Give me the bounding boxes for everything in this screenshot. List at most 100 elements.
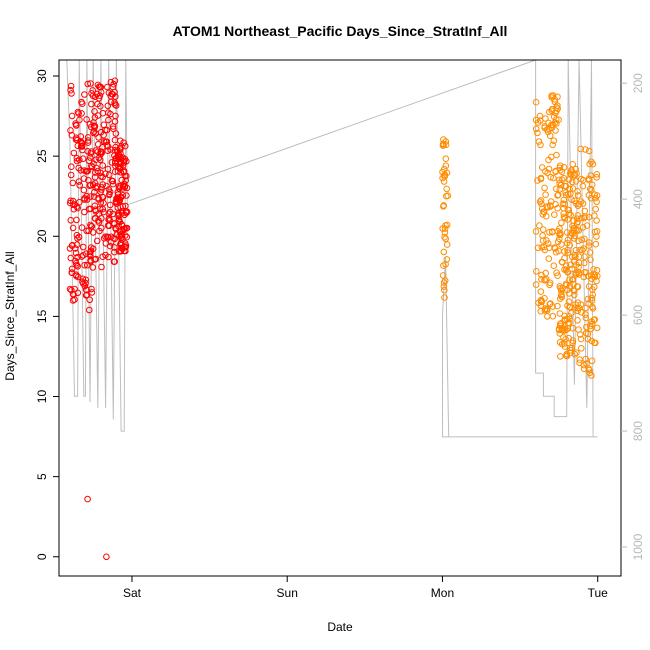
data-point (120, 139, 127, 146)
data-point (562, 336, 569, 343)
data-point (113, 231, 121, 238)
data-point (92, 130, 99, 137)
data-point (579, 176, 587, 184)
data-point (568, 166, 575, 174)
data-point (567, 190, 574, 197)
data-point (575, 271, 583, 278)
data-point (117, 193, 125, 201)
chart-title: ATOM1 Northeast_Pacific Days_Since_Strat… (173, 23, 508, 39)
data-point (566, 315, 573, 323)
data-point (585, 300, 592, 307)
data-point (91, 189, 98, 196)
data-point (440, 202, 447, 210)
data-point (123, 184, 131, 192)
data-point (541, 295, 548, 302)
data-point (569, 276, 576, 284)
data-point (105, 116, 112, 124)
data-point (557, 166, 564, 174)
data-point (578, 214, 585, 222)
data-point (532, 125, 540, 133)
data-point (535, 138, 543, 145)
data-point (543, 275, 550, 283)
data-point (579, 246, 586, 254)
data-point (79, 146, 86, 154)
data-point (111, 248, 118, 256)
data-point (97, 89, 105, 96)
data-point (570, 286, 578, 294)
data-point (119, 183, 127, 190)
plot-frame (58, 59, 622, 577)
data-point (577, 335, 585, 343)
data-point (588, 294, 596, 302)
data-point (68, 265, 76, 273)
data-point (112, 102, 120, 109)
y-tick-label: 25 (35, 149, 49, 163)
data-point (588, 272, 595, 279)
data-point (441, 225, 449, 232)
data-point (87, 252, 94, 260)
data-point (587, 256, 594, 264)
data-point (113, 195, 121, 203)
data-point (83, 227, 90, 235)
data-point (92, 206, 99, 213)
data-point (552, 248, 560, 256)
y-tick-label: 15 (35, 309, 49, 323)
data-point (67, 86, 74, 94)
data-point (586, 185, 594, 193)
data-point (72, 271, 80, 279)
data-point (543, 237, 550, 244)
data-point (545, 156, 552, 164)
data-point (97, 188, 104, 196)
data-point (91, 114, 99, 121)
data-point (103, 141, 111, 149)
data-point (592, 205, 600, 213)
data-point (111, 244, 118, 251)
data-point (558, 241, 565, 248)
data-point (574, 192, 582, 199)
data-point (541, 124, 548, 132)
data-point (566, 185, 573, 193)
data-point (82, 276, 89, 284)
data-point (552, 201, 559, 208)
data-point (591, 271, 599, 279)
data-point (74, 263, 81, 270)
data-point (87, 154, 94, 161)
data-point (443, 256, 451, 263)
data-point (569, 324, 577, 332)
pressure-line-layer (66, 59, 598, 438)
data-point (539, 237, 547, 244)
data-point (573, 349, 580, 357)
data-point (119, 192, 127, 199)
data-point (67, 197, 74, 205)
data-point (95, 154, 103, 162)
data-point (107, 98, 115, 106)
data-point (441, 165, 448, 173)
data-point (441, 277, 449, 284)
data-point (86, 296, 93, 304)
data-point (91, 179, 99, 187)
data-point (556, 179, 563, 187)
data-point (84, 80, 91, 88)
data-point (105, 171, 113, 179)
data-point (84, 495, 91, 503)
data-point (566, 242, 574, 249)
data-point (103, 126, 111, 134)
data-point (85, 227, 92, 235)
data-point (572, 178, 580, 185)
data-point (117, 232, 125, 239)
data-point (442, 155, 450, 162)
y2-tick-label: 600 (631, 305, 645, 325)
data-point (585, 176, 593, 184)
data-point (556, 339, 564, 346)
data-point (588, 357, 596, 365)
data-point (83, 196, 91, 203)
x-tick-label: Sat (123, 586, 142, 600)
data-point (68, 112, 76, 120)
data-point (537, 174, 545, 182)
data-point (81, 208, 88, 216)
data-point (545, 165, 553, 173)
data-point (78, 142, 86, 150)
data-point (565, 298, 573, 306)
data-point (546, 132, 554, 139)
data-point (96, 227, 103, 235)
